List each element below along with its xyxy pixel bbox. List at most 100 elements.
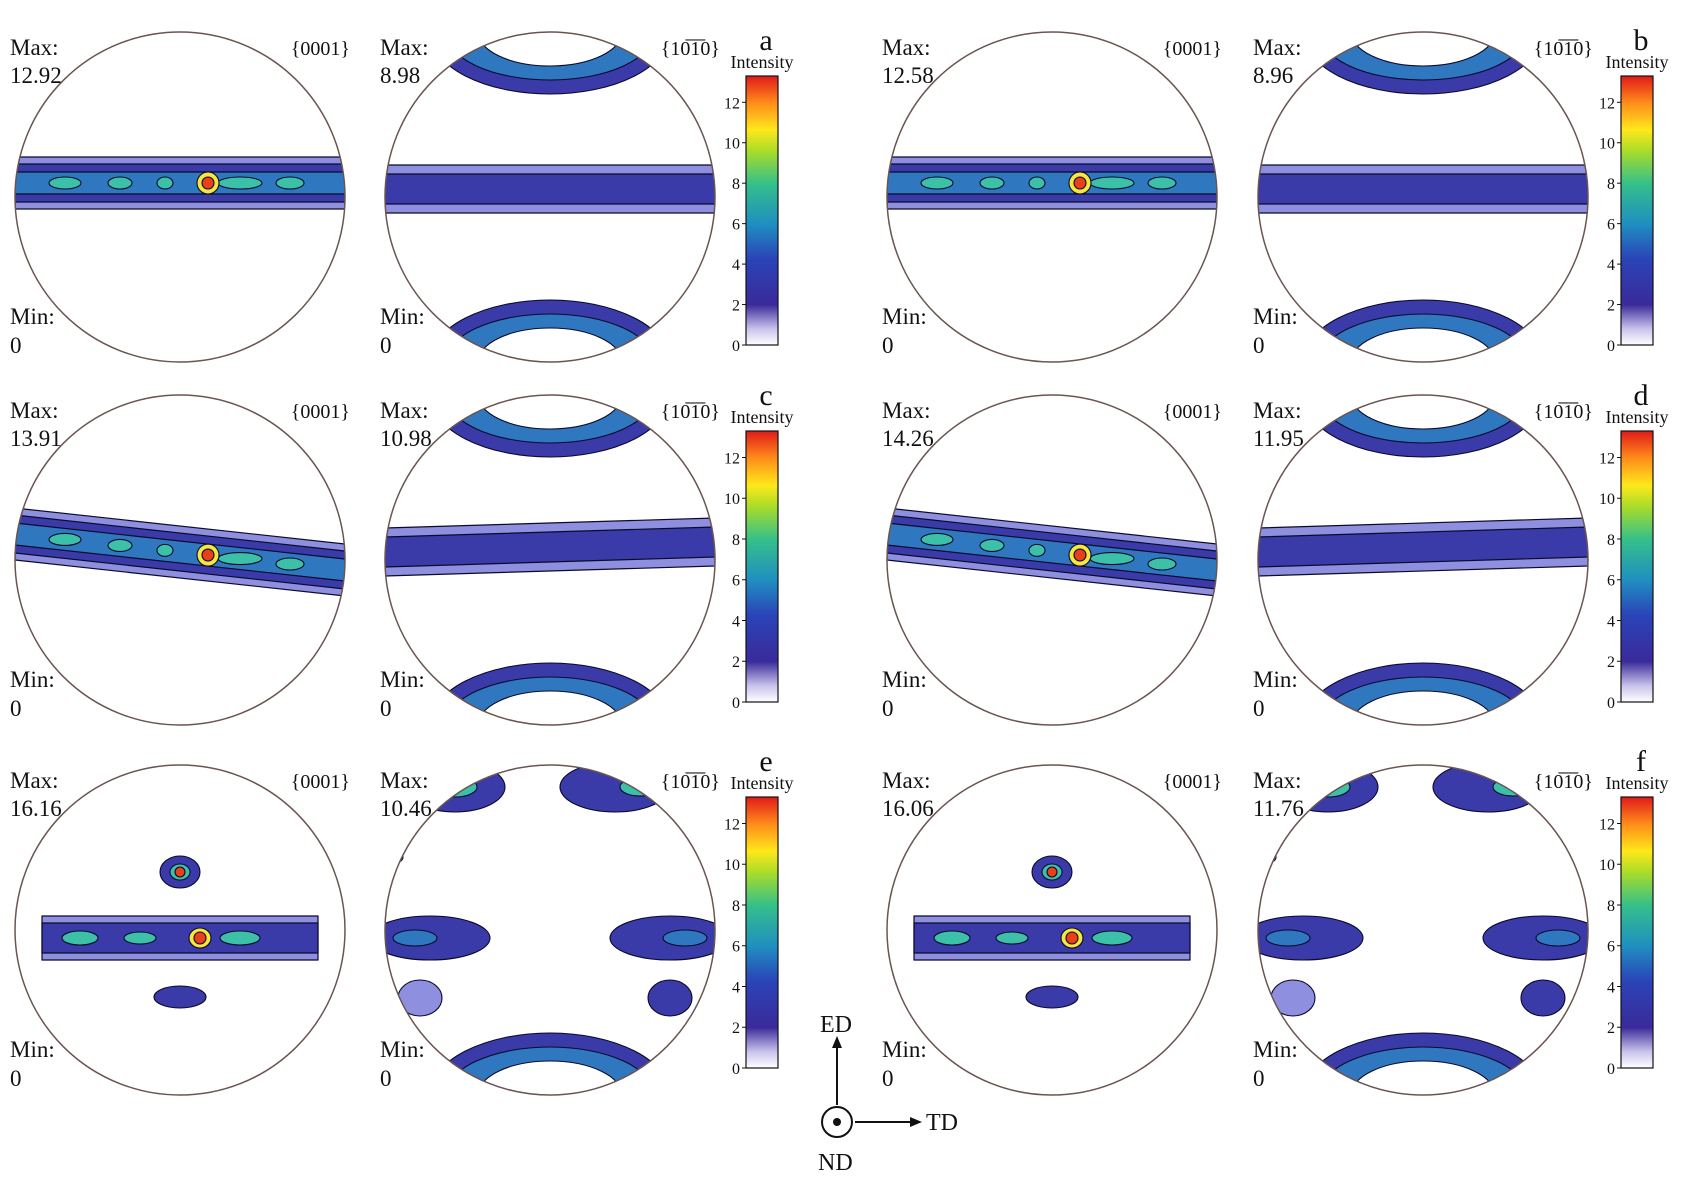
td-arrowhead <box>910 1117 922 1127</box>
max-label: Max: <box>1253 35 1302 60</box>
colorbar <box>1620 796 1654 1069</box>
max-label: Max: <box>380 35 429 60</box>
pole-figure-10-10: Max: 8.96 Min: 0 {10̅1̅0} <box>1253 31 1593 363</box>
plane-index-label: {10̅1̅0} <box>661 771 720 793</box>
min-value: 0 <box>380 1066 392 1091</box>
pole-figure-outline <box>1257 31 1589 363</box>
panel-letter: f <box>1636 745 1646 778</box>
max-label: Max: <box>1253 768 1302 793</box>
contour-blob <box>123 931 157 945</box>
contour-arc-hole <box>477 690 623 725</box>
min-value: 0 <box>882 696 894 721</box>
min-label: Min: <box>10 1037 55 1062</box>
min-value: 0 <box>380 333 392 358</box>
colorbar-tick-label: 4 <box>732 979 740 996</box>
plane-index-label: {10̅1̅0} <box>661 401 720 423</box>
contour-blob <box>559 765 671 813</box>
panel-letter: e <box>759 745 772 778</box>
pole-figure-outline <box>1257 394 1589 726</box>
max-value: 16.06 <box>882 796 934 821</box>
pole-figure-0001: Max: 13.91 Min: 0 {0001} <box>10 394 350 726</box>
intensity-label: Intensity <box>731 773 794 793</box>
contour-blob <box>61 930 99 946</box>
contour-arc-hole <box>1350 395 1496 430</box>
min-label: Min: <box>380 304 425 329</box>
nd-circle <box>821 1106 853 1138</box>
contour-band <box>887 522 1217 582</box>
min-value: 0 <box>380 696 392 721</box>
contour-blob <box>1270 979 1316 1017</box>
contour-blob <box>920 532 954 547</box>
pole-figure-outline <box>14 394 346 726</box>
panel-d: Max: 14.26 Min: 0 {0001} Max: 11.95 Min: 0 {10̅1̅… <box>882 379 1669 726</box>
contour-arc-hole <box>1350 1060 1496 1095</box>
pole-figure-outline <box>14 764 346 1096</box>
contour-blob <box>275 176 305 190</box>
colorbar-tick-label: 2 <box>732 298 740 315</box>
colorbar-tick-label: 6 <box>732 939 740 956</box>
min-value: 0 <box>10 1066 22 1091</box>
intensity-label: Intensity <box>1606 407 1669 427</box>
colorbar-tick-label: 4 <box>1607 613 1615 630</box>
panel-f: Max: 16.06 Min: 0 {0001} Max: 11.76 Min: 0 {10̅1̅… <box>882 745 1669 1096</box>
min-value: 0 <box>1253 333 1265 358</box>
contour-band <box>15 522 345 582</box>
plane-index-label: {0001} <box>291 38 350 60</box>
min-label: Min: <box>1253 1037 1298 1062</box>
nd-dot <box>833 1118 841 1126</box>
contour-blob <box>1028 543 1046 557</box>
colorbar-tick-label: 10 <box>724 857 740 874</box>
pole-figure-outline <box>384 31 716 363</box>
contour-blob <box>107 176 133 190</box>
contour-arc-hole <box>477 1060 623 1095</box>
intensity-peak <box>1046 866 1058 878</box>
pole-figure-10-10: Max: 11.95 Min: 0 {10̅1̅0} <box>1253 394 1593 726</box>
colorbar-tick-label: 6 <box>732 217 740 234</box>
min-label: Min: <box>380 667 425 692</box>
colorbar-tick-label: 0 <box>1607 338 1615 355</box>
contour-blob <box>995 931 1029 945</box>
contour-band <box>15 171 345 195</box>
contour-arc-hole <box>1350 32 1496 67</box>
contour-band <box>385 526 715 568</box>
contour-blob <box>217 176 263 190</box>
plane-index-label: {10̅1̅0} <box>1534 38 1593 60</box>
min-value: 0 <box>1253 1066 1265 1091</box>
contour-blob <box>1520 979 1566 1017</box>
panel-letter: d <box>1634 379 1649 412</box>
max-value: 12.58 <box>882 63 934 88</box>
colorbar-tick-label: 10 <box>1599 136 1615 153</box>
colorbar-tick-label: 12 <box>1599 450 1615 467</box>
intensity-label: Intensity <box>1606 52 1669 72</box>
colorbar-tick-label: 4 <box>1607 257 1615 274</box>
max-label: Max: <box>882 35 931 60</box>
colorbar-tick-label: 10 <box>1599 857 1615 874</box>
min-value: 0 <box>10 696 22 721</box>
contour-blob <box>432 776 478 798</box>
panel-c: Max: 13.91 Min: 0 {0001} Max: 10.98 Min: 0 {10̅1̅… <box>10 379 794 726</box>
colorbar-tick-label: 2 <box>1607 1020 1615 1037</box>
intensity-label: Intensity <box>1606 773 1669 793</box>
sample-axes-indicator: ED TD ND <box>818 1012 958 1176</box>
intensity-peak <box>1073 176 1087 190</box>
colorbar-tick-label: 12 <box>724 95 740 112</box>
contour-band <box>1258 173 1588 205</box>
colorbar-tick-label: 10 <box>724 136 740 153</box>
max-value: 10.98 <box>380 426 432 451</box>
intensity-peak <box>174 866 186 878</box>
panel-letter: a <box>759 24 772 57</box>
max-label: Max: <box>10 768 59 793</box>
contour-blob <box>156 176 174 190</box>
intensity-label: Intensity <box>731 52 794 72</box>
colorbar-tick-label: 4 <box>732 257 740 274</box>
min-label: Min: <box>1253 667 1298 692</box>
colorbar-tick-label: 0 <box>1607 695 1615 712</box>
pole-figure-0001: Max: 16.16 Min: 0 {0001} <box>10 764 350 1096</box>
pole-figure-outline <box>886 394 1218 726</box>
contour-band <box>887 171 1217 195</box>
pole-figure-10-10: Max: 8.98 Min: 0 {10̅1̅0} <box>380 31 720 363</box>
contour-blob <box>1492 777 1534 797</box>
max-value: 8.96 <box>1253 63 1293 88</box>
pole-figure-0001: Max: 12.58 Min: 0 {0001} <box>882 31 1222 363</box>
